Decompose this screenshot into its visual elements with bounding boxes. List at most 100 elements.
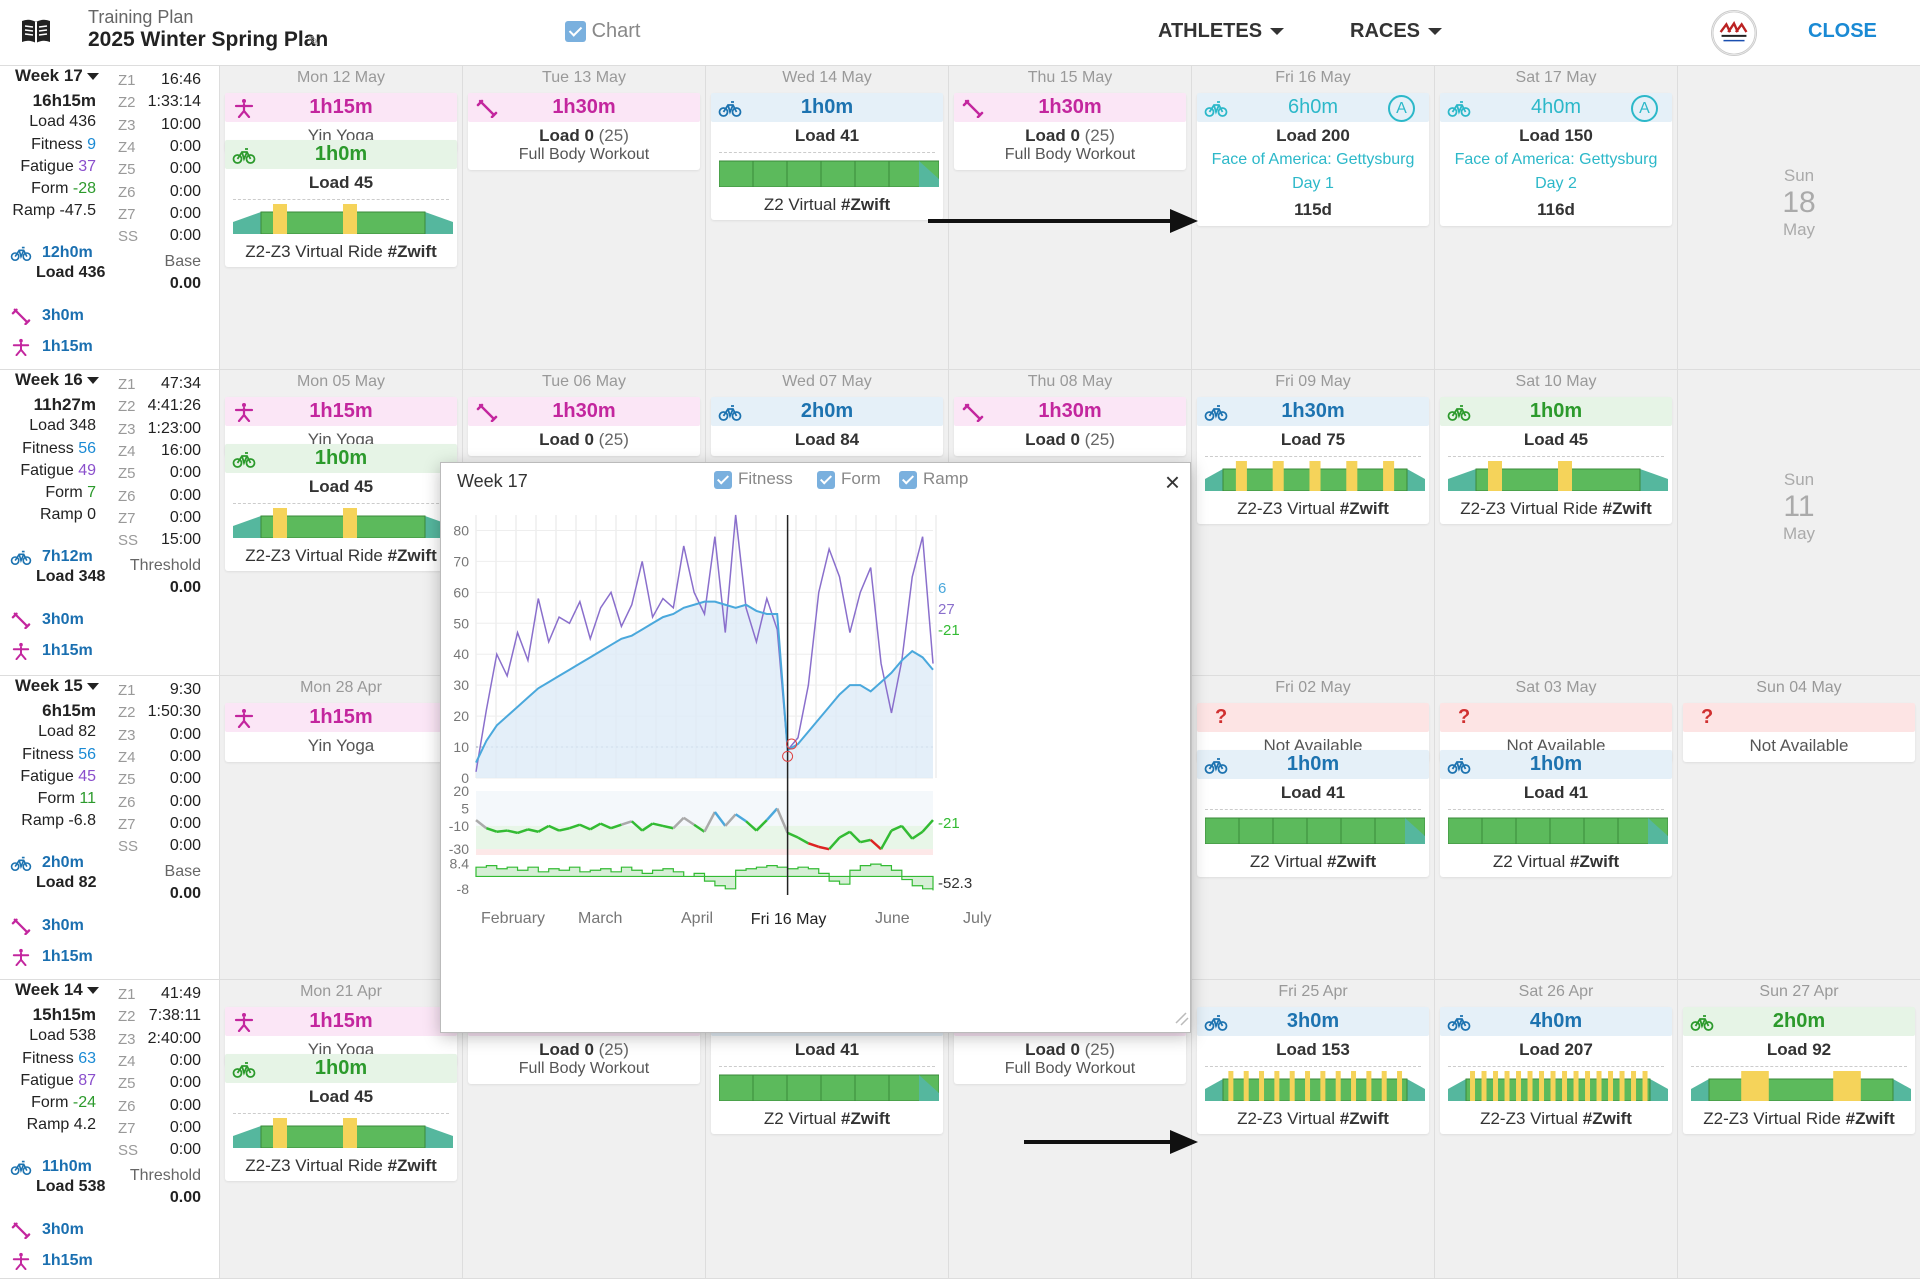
workout-card[interactable]: 1h30m Load 0 (25) [468, 397, 700, 456]
zone-label: SS [118, 532, 139, 550]
workout-card[interactable]: 4h0m A Load 150 Face of America: Gettysburg… [1440, 93, 1672, 226]
day-cell[interactable]: Sun 04 May? Not Available [1678, 676, 1920, 979]
close-button[interactable]: CLOSE [1808, 20, 1877, 42]
not-available-card[interactable]: ? Not Available [1683, 703, 1915, 762]
sport-total-ride: 2h0m Load 82 [10, 854, 96, 892]
workout-card[interactable]: 6h0m A Load 200 Face of America: Gettysburg… [1197, 93, 1429, 226]
workout-card[interactable]: 2h0m Load 84 [711, 397, 943, 456]
load-value: Load 0 [539, 430, 594, 449]
form-segment [569, 823, 581, 830]
day-cell[interactable]: Mon 28 Apr 1h15m Yin Yoga [220, 676, 463, 979]
checkbox-icon[interactable] [714, 470, 732, 489]
day-cell[interactable]: Fri 16 May 6h0m A Load 200 Face of America: … [1192, 66, 1435, 369]
stat-duration: 16h15m [33, 91, 96, 111]
form-segment [693, 823, 706, 833]
sport-duration: 3h0m [42, 917, 84, 935]
workout-card[interactable]: 1h0m Load 41 Z2 Virtual #Zwift [711, 93, 943, 220]
athletes-menu[interactable]: ATHLETES [1158, 20, 1285, 43]
workout-load: Load 45 [225, 477, 457, 497]
fitness-chart[interactable]: 01020304050607080627-21205-10-30-218.4-8… [441, 463, 1192, 1034]
workout-card[interactable]: 1h30m Load 0 (25)Full Body Workout [468, 93, 700, 170]
day-cell[interactable]: Fri 09 May 1h30m Load 75 Z2-Z3 Virtual #Zwi… [1192, 370, 1435, 675]
zone-label: Z7 [118, 1119, 136, 1137]
workout-card[interactable]: 1h30m Load 0 (25) [954, 397, 1186, 456]
sport-total-strength: 3h0m [10, 307, 84, 325]
race-name[interactable]: Face of America: Gettysburg Day 1 [1211, 151, 1415, 192]
workout-name: Full Body Workout [518, 1060, 650, 1077]
day-cell[interactable]: Tue 13 May 1h30m Load 0 (25) Full Body Work… [463, 66, 706, 369]
week-title[interactable]: Week 17 [15, 66, 99, 86]
workout-title-bar: 1h15m [225, 703, 457, 732]
week-title[interactable]: Week 14 [15, 980, 99, 1000]
workout-card[interactable]: 1h0m Load 45 Z2-Z3 Virtual Ride #Zwift [225, 140, 457, 267]
chart-toggle[interactable]: Chart [565, 20, 640, 43]
ramp-toggle[interactable]: Ramp [899, 469, 968, 489]
checkbox-icon[interactable] [565, 21, 586, 43]
stat-load: Load 82 [38, 723, 96, 741]
workout-duration: 1h15m [309, 400, 373, 422]
checkbox-icon[interactable] [817, 470, 835, 489]
workout-label: Z2 Virtual #Zwift [1197, 852, 1429, 877]
zone-label: Z7 [118, 509, 136, 527]
zone-label: Z6 [118, 183, 136, 201]
edit-pencil-icon[interactable]: ✎ [308, 33, 320, 49]
workout-card[interactable]: 1h30m Load 0 (25)Full Body Workout [954, 93, 1186, 170]
fitness-toggle[interactable]: Fitness [714, 469, 793, 489]
week-title[interactable]: Week 15 [15, 676, 99, 696]
day-cell[interactable]: Fri 02 May? Not Available 1h0m Load 41 Z2 Vi… [1192, 676, 1435, 979]
plan-title[interactable]: 2025 Winter Spring Plan [88, 28, 329, 51]
workout-card[interactable]: 1h0m Load 45 Z2-Z3 Virtual Ride #Zwift [225, 444, 457, 571]
day-cell[interactable]: Fri 25 Apr 3h0m Load 153 Z2-Z3 Virtual #Zwi… [1192, 980, 1435, 1278]
day-cell[interactable]: Sat 26 Apr 4h0m Load 207 Z2-Z3 Virtual #Zwi… [1435, 980, 1678, 1278]
workout-card[interactable]: 1h0m Load 45 Z2-Z3 Virtual Ride #Zwift [1440, 397, 1672, 524]
workout-load: Yin Yoga [225, 736, 457, 762]
workout-title-bar: 4h0m A [1440, 93, 1672, 122]
races-menu[interactable]: RACES [1350, 20, 1443, 43]
workout-name: Not Available [1749, 736, 1849, 755]
team-logo[interactable] [1711, 10, 1757, 56]
day-cell[interactable]: Mon 12 May 1h15m Yin Yoga 1h0m Load 45 Z2-Z3 … [220, 66, 463, 369]
workout-card[interactable]: 1h0m Load 41 Z2 Virtual #Zwift [1197, 750, 1429, 877]
popup-close-icon[interactable]: × [1164, 467, 1180, 497]
day-cell[interactable]: Wed 14 May 1h0m Load 41 Z2 Virtual #Zwift [706, 66, 949, 369]
day-cell[interactable]: Sun 18 May [1678, 66, 1920, 369]
form-segment [621, 820, 633, 826]
day-cell[interactable]: Sat 17 May 4h0m A Load 150 Face of America: … [1435, 66, 1678, 369]
workout-card[interactable]: 1h15m Yin Yoga [225, 703, 457, 762]
workout-card[interactable]: 4h0m Load 207 Z2-Z3 Virtual #Zwift [1440, 1007, 1672, 1134]
cursor-label-bg [747, 906, 830, 930]
y-tick-label: 8.4 [450, 855, 470, 871]
day-cell[interactable]: Thu 15 May 1h30m Load 0 (25) Full Body Work… [949, 66, 1192, 369]
bike-icon [10, 1160, 32, 1176]
workout-card[interactable]: 1h30m Load 75 Z2-Z3 Virtual #Zwift [1197, 397, 1429, 524]
form-segment [921, 819, 934, 833]
book-icon[interactable] [20, 18, 52, 44]
day-header: Mon 28 Apr [300, 679, 382, 696]
yoga-icon [234, 403, 254, 422]
week-title-text: Week 16 [15, 370, 83, 389]
day-cell[interactable]: Sat 03 May? Not Available 1h0m Load 41 Z2 Vi… [1435, 676, 1678, 979]
week-phase: Base [164, 253, 201, 270]
day-cell[interactable]: Sat 10 May 1h0m Load 45 Z2-Z3 Virtual Ride … [1435, 370, 1678, 675]
workout-profile-graphic [718, 1074, 940, 1102]
workout-card[interactable]: 1h0m Load 45 Z2-Z3 Virtual Ride #Zwift [225, 1054, 457, 1181]
zone-time: 1:23:00 [147, 419, 201, 437]
load-planned: (25) [1084, 126, 1115, 145]
day-cell[interactable]: Sun 11 May [1678, 370, 1920, 675]
workout-title-bar: 2h0m [711, 397, 943, 426]
workout-card[interactable]: 2h0m Load 92 Z2-Z3 Virtual Ride #Zwift [1683, 1007, 1915, 1134]
workout-card[interactable]: 3h0m Load 153 Z2-Z3 Virtual #Zwift [1197, 1007, 1429, 1134]
day-cell[interactable]: Sun 27 Apr 2h0m Load 92 Z2-Z3 Virtual Ride … [1678, 980, 1920, 1278]
workout-card[interactable]: 1h0m Load 41 Z2 Virtual #Zwift [1440, 750, 1672, 877]
day-cell[interactable]: Mon 21 Apr 1h15m Yin Yoga 1h0m Load 45 Z2-Z3 … [220, 980, 463, 1278]
stat-form: Form 7 [45, 484, 96, 502]
workout-duration: 1h15m [309, 706, 373, 728]
form-toggle[interactable]: Form [817, 469, 881, 489]
day-cell[interactable]: Mon 05 May 1h15m Yin Yoga 1h0m Load 45 Z2-Z3 … [220, 370, 463, 675]
week-title[interactable]: Week 16 [15, 370, 99, 390]
stat-fatigue-value: 45 [78, 768, 96, 785]
caret-down-icon [86, 377, 99, 385]
race-name[interactable]: Face of America: Gettysburg Day 2 [1454, 151, 1658, 192]
stat-duration-value: 16h15m [32, 91, 96, 110]
checkbox-icon[interactable] [899, 470, 917, 489]
